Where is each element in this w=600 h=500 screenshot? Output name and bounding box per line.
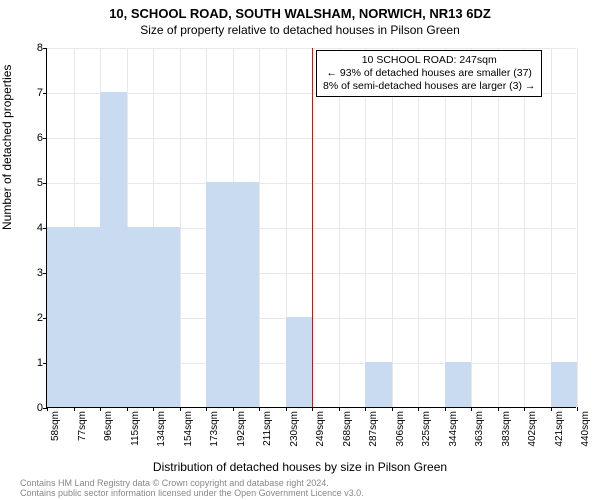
- histogram-bar: [47, 227, 74, 407]
- y-tick-label: 3: [33, 267, 43, 279]
- x-tick-mark: [339, 407, 340, 411]
- x-tick-label: 115sqm: [130, 411, 141, 459]
- x-tick-label: 344sqm: [448, 411, 459, 459]
- x-tick-label: 383sqm: [501, 411, 512, 459]
- histogram-bar: [100, 92, 127, 407]
- y-tick-label: 0: [33, 402, 43, 414]
- histogram-bar: [445, 362, 472, 407]
- annotation-line: 8% of semi-detached houses are larger (3…: [323, 80, 535, 93]
- histogram-bar: [206, 182, 233, 407]
- chart-area: 01234567858sqm77sqm96sqm115sqm134sqm154s…: [46, 48, 576, 408]
- reference-line: [312, 48, 313, 407]
- x-tick-label: 249sqm: [315, 411, 326, 459]
- x-axis-label: Distribution of detached houses by size …: [0, 460, 600, 474]
- chart-container: 10, SCHOOL ROAD, SOUTH WALSHAM, NORWICH,…: [0, 0, 600, 500]
- histogram-bar: [127, 227, 154, 407]
- x-tick-mark: [471, 407, 472, 411]
- annotation-box: 10 SCHOOL ROAD: 247sqm← 93% of detached …: [316, 50, 542, 97]
- y-tick-label: 6: [33, 132, 43, 144]
- x-tick-mark: [286, 407, 287, 411]
- x-tick-label: 325sqm: [421, 411, 432, 459]
- x-tick-label: 287sqm: [368, 411, 379, 459]
- gridline-v: [365, 48, 366, 407]
- gridline-v: [180, 48, 181, 407]
- y-tick-mark: [43, 183, 47, 184]
- y-tick-label: 8: [33, 42, 43, 54]
- x-tick-mark: [100, 407, 101, 411]
- footer-attribution: Contains HM Land Registry data © Crown c…: [20, 479, 364, 499]
- histogram-bar: [74, 227, 101, 407]
- y-tick-label: 2: [33, 312, 43, 324]
- x-tick-label: 58sqm: [50, 411, 61, 459]
- y-tick-mark: [43, 138, 47, 139]
- gridline-v: [471, 48, 472, 407]
- x-tick-label: 211sqm: [262, 411, 273, 459]
- gridline-v: [498, 48, 499, 407]
- gridline-v: [259, 48, 260, 407]
- x-tick-mark: [127, 407, 128, 411]
- x-tick-label: 440sqm: [580, 411, 591, 459]
- gridline-v: [418, 48, 419, 407]
- chart-title-sub: Size of property relative to detached ho…: [0, 21, 600, 37]
- gridline-v: [339, 48, 340, 407]
- x-tick-mark: [392, 407, 393, 411]
- gridline-v: [524, 48, 525, 407]
- x-tick-label: 77sqm: [77, 411, 88, 459]
- x-tick-mark: [445, 407, 446, 411]
- y-axis-label: Number of detached properties: [0, 65, 14, 230]
- annotation-line: 10 SCHOOL ROAD: 247sqm: [323, 54, 535, 67]
- histogram-bar: [286, 317, 313, 407]
- x-tick-label: 192sqm: [236, 411, 247, 459]
- annotation-line: ← 93% of detached houses are smaller (37…: [323, 67, 535, 80]
- gridline-v: [551, 48, 552, 407]
- x-tick-mark: [551, 407, 552, 411]
- x-tick-mark: [233, 407, 234, 411]
- x-tick-label: 96sqm: [103, 411, 114, 459]
- y-tick-mark: [43, 48, 47, 49]
- chart-title-main: 10, SCHOOL ROAD, SOUTH WALSHAM, NORWICH,…: [0, 0, 600, 21]
- x-tick-mark: [180, 407, 181, 411]
- x-tick-mark: [418, 407, 419, 411]
- histogram-bar: [365, 362, 392, 407]
- x-tick-mark: [47, 407, 48, 411]
- footer-line-2: Contains public sector information licen…: [20, 489, 364, 499]
- y-tick-label: 1: [33, 357, 43, 369]
- y-tick-label: 7: [33, 87, 43, 99]
- gridline-v: [577, 48, 578, 407]
- x-tick-mark: [312, 407, 313, 411]
- histogram-bar: [233, 182, 260, 407]
- x-tick-mark: [524, 407, 525, 411]
- x-tick-label: 363sqm: [474, 411, 485, 459]
- gridline-v: [392, 48, 393, 407]
- x-tick-mark: [498, 407, 499, 411]
- x-tick-mark: [577, 407, 578, 411]
- x-tick-mark: [259, 407, 260, 411]
- x-tick-mark: [74, 407, 75, 411]
- x-tick-mark: [153, 407, 154, 411]
- histogram-bar: [551, 362, 578, 407]
- x-tick-label: 173sqm: [209, 411, 220, 459]
- gridline-v: [445, 48, 446, 407]
- histogram-bar: [153, 227, 180, 407]
- y-tick-label: 4: [33, 222, 43, 234]
- x-tick-mark: [365, 407, 366, 411]
- x-tick-mark: [206, 407, 207, 411]
- x-tick-label: 154sqm: [183, 411, 194, 459]
- plot-region: 01234567858sqm77sqm96sqm115sqm134sqm154s…: [46, 48, 576, 408]
- x-tick-label: 134sqm: [156, 411, 167, 459]
- x-tick-label: 306sqm: [395, 411, 406, 459]
- y-tick-mark: [43, 93, 47, 94]
- x-tick-label: 230sqm: [289, 411, 300, 459]
- x-tick-label: 268sqm: [342, 411, 353, 459]
- x-tick-label: 421sqm: [554, 411, 565, 459]
- x-tick-label: 402sqm: [527, 411, 538, 459]
- y-tick-label: 5: [33, 177, 43, 189]
